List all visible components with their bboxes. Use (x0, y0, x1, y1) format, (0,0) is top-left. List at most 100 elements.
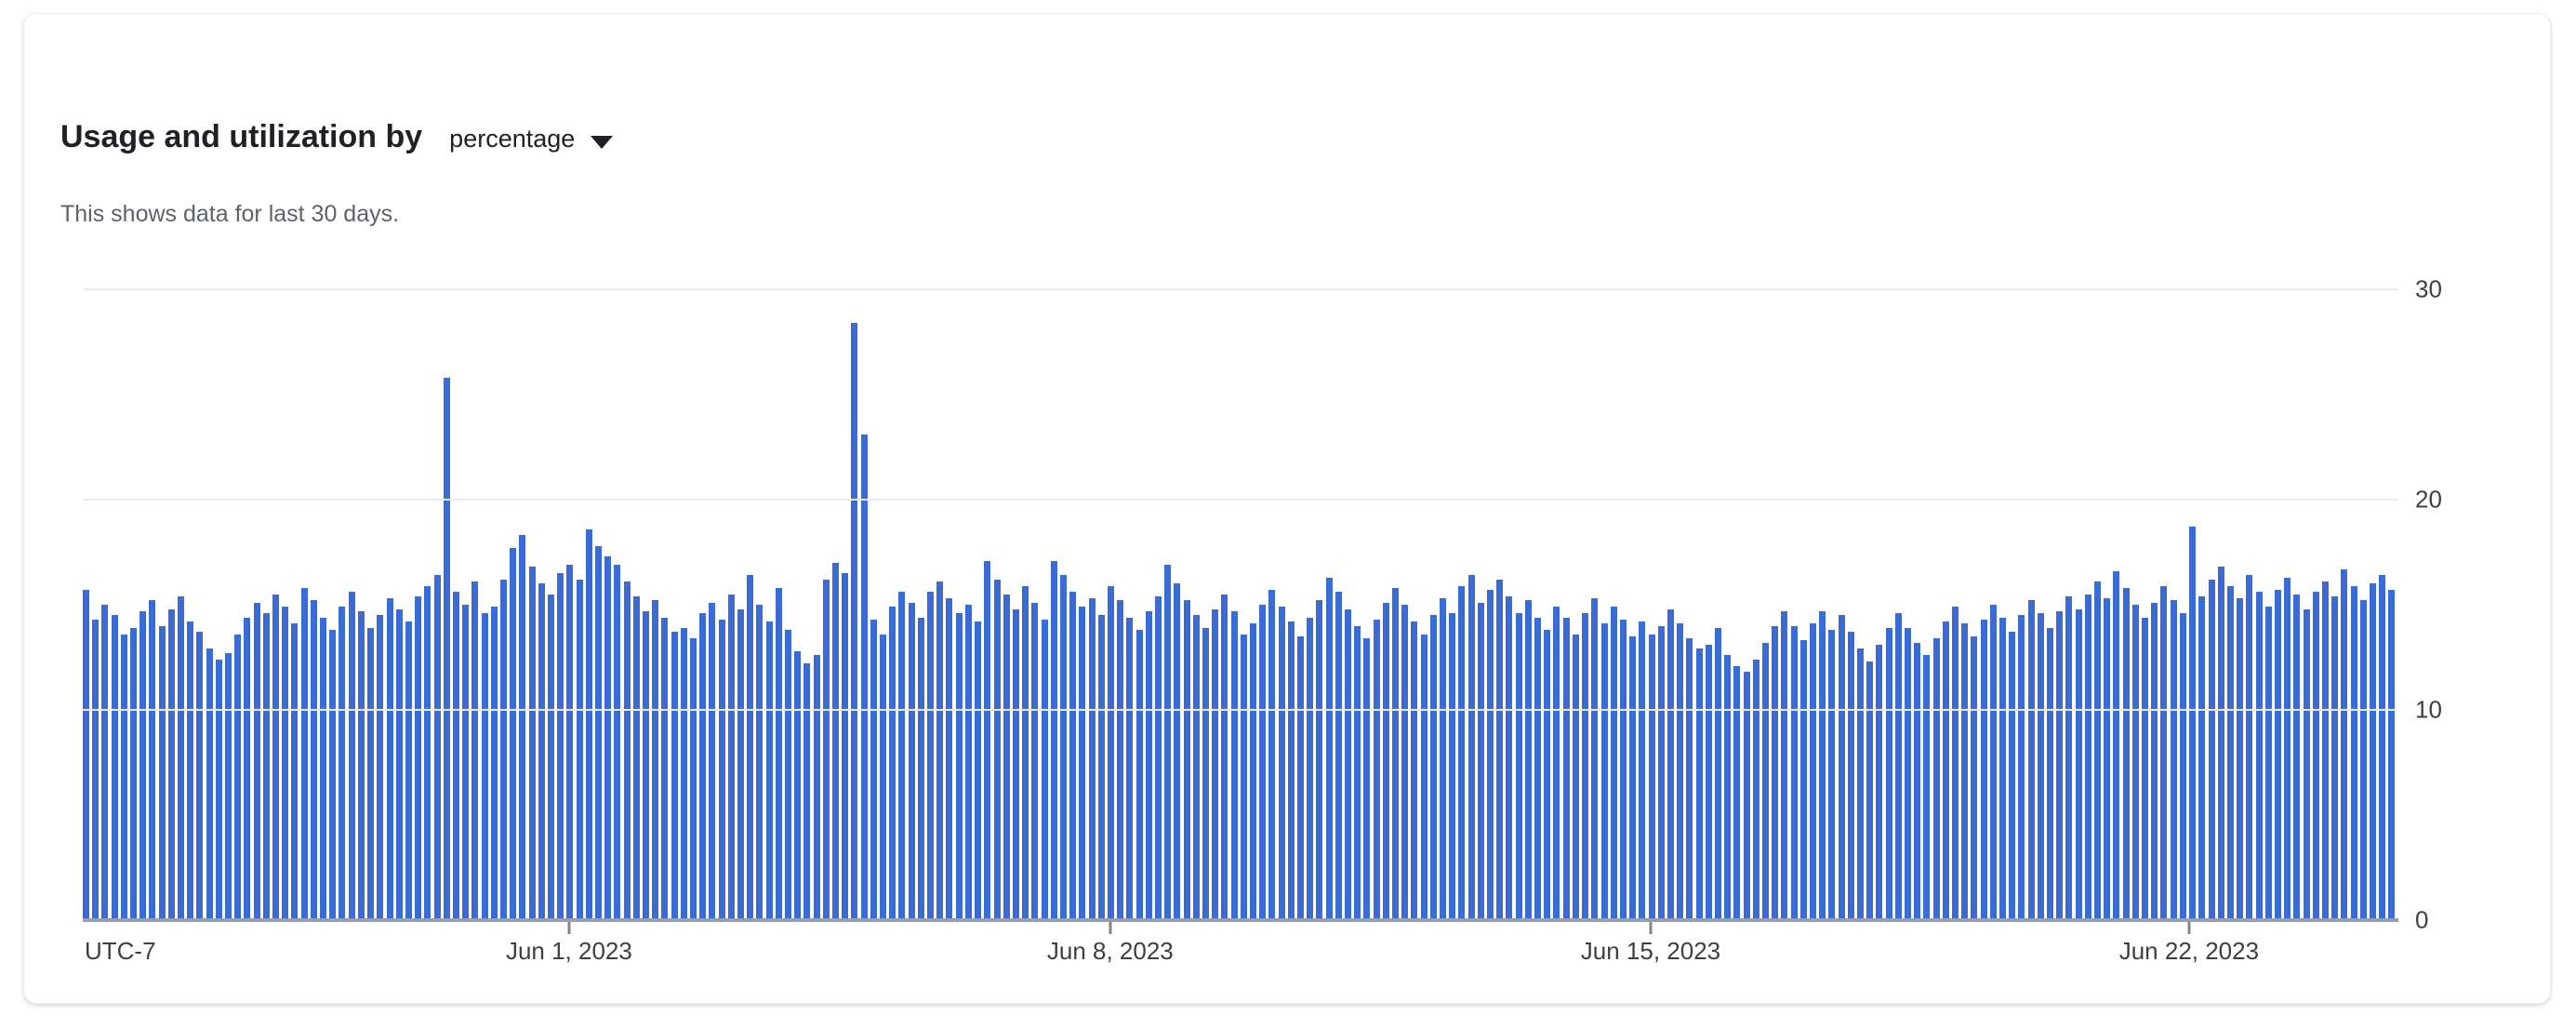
bar (822, 579, 830, 920)
bar (1999, 617, 2007, 920)
bar (860, 434, 868, 920)
bar (2047, 627, 2054, 920)
bar (1942, 621, 1949, 920)
bar (196, 632, 204, 920)
bar (1989, 605, 1997, 920)
bar (1154, 595, 1162, 920)
y-axis-label: 30 (2415, 274, 2442, 303)
bar (1259, 605, 1267, 920)
bar (718, 619, 725, 920)
bar (889, 607, 896, 920)
bar (452, 592, 459, 920)
bar (1705, 644, 1712, 920)
bar (870, 619, 877, 920)
bar (727, 594, 735, 920)
bar (130, 627, 138, 920)
bar (2331, 595, 2339, 920)
bar (1230, 610, 1238, 920)
bar (1079, 607, 1086, 920)
x-axis-labels: UTC-7 Jun 1, 2023 Jun 8, 2023 Jun 15, 2023… (83, 937, 2398, 974)
bar (1382, 602, 1389, 920)
bar (2198, 595, 2206, 920)
x-axis-date-label: Jun 8, 2023 (1046, 937, 1174, 965)
bar (1980, 619, 1987, 920)
bar (1411, 621, 1418, 920)
bar (1003, 594, 1010, 920)
bar (756, 605, 764, 920)
bar (300, 587, 308, 920)
bar (1325, 577, 1333, 920)
bar (1828, 630, 1836, 920)
bar (2341, 568, 2348, 920)
y-axis-label: 0 (2415, 905, 2429, 934)
bar (984, 560, 991, 920)
bar (699, 613, 707, 920)
bar (386, 598, 393, 920)
bar (936, 581, 944, 920)
bar (2009, 632, 2016, 920)
bar (908, 602, 915, 920)
bar (329, 630, 337, 920)
bar (594, 545, 602, 920)
bar (206, 648, 213, 920)
bar (291, 623, 299, 920)
bar (632, 595, 640, 920)
bar (794, 650, 802, 920)
bar (1429, 615, 1437, 920)
metric-dropdown-value: percentage (449, 125, 576, 153)
bar (2369, 583, 2376, 920)
bar (1666, 608, 1674, 920)
bar (395, 608, 403, 920)
bar (1316, 600, 1323, 920)
bar (1192, 615, 1200, 920)
usage-utilization-card: Usage and utilization by percentage This… (23, 13, 2551, 1004)
bar (1695, 648, 1703, 920)
bar (917, 617, 924, 920)
metric-dropdown[interactable]: percentage (449, 125, 614, 154)
bar (178, 595, 185, 920)
bar (946, 598, 953, 920)
x-axis-date-label: Jun 1, 2023 (505, 937, 632, 965)
y-axis-label: 20 (2415, 485, 2442, 514)
bar (832, 562, 840, 920)
timezone-label: UTC-7 (85, 937, 156, 965)
bar (253, 602, 260, 920)
bar (964, 605, 972, 920)
bar (1458, 585, 1466, 920)
bar (1041, 619, 1048, 920)
bar (1506, 595, 1513, 920)
bar (1050, 560, 1057, 920)
bar (1914, 642, 1921, 920)
bar (2388, 590, 2396, 920)
bar (803, 663, 811, 920)
bar (747, 575, 754, 920)
bar (2075, 608, 2082, 920)
bar (282, 607, 289, 920)
bar (652, 600, 659, 920)
bar (2037, 613, 2044, 920)
bar (1809, 623, 1816, 920)
bar (566, 565, 574, 920)
bar (111, 615, 118, 920)
bar (1714, 627, 1721, 920)
bar (1524, 600, 1532, 920)
bar (262, 613, 270, 920)
bar (1097, 615, 1105, 920)
bar (443, 377, 450, 920)
bar (2084, 594, 2091, 920)
bar (1600, 623, 1608, 920)
bar (690, 638, 697, 920)
bar (2018, 615, 2025, 920)
bar (244, 617, 251, 920)
card-header: Usage and utilization by percentage (60, 118, 614, 156)
bar (2104, 598, 2111, 920)
bar (785, 630, 792, 920)
bar (1373, 619, 1380, 920)
bar (499, 579, 507, 920)
bar (1467, 575, 1475, 920)
bar (1534, 617, 1542, 920)
bar (2142, 617, 2149, 920)
bar (1923, 655, 1931, 920)
bar (1420, 634, 1427, 920)
bar (557, 573, 564, 920)
